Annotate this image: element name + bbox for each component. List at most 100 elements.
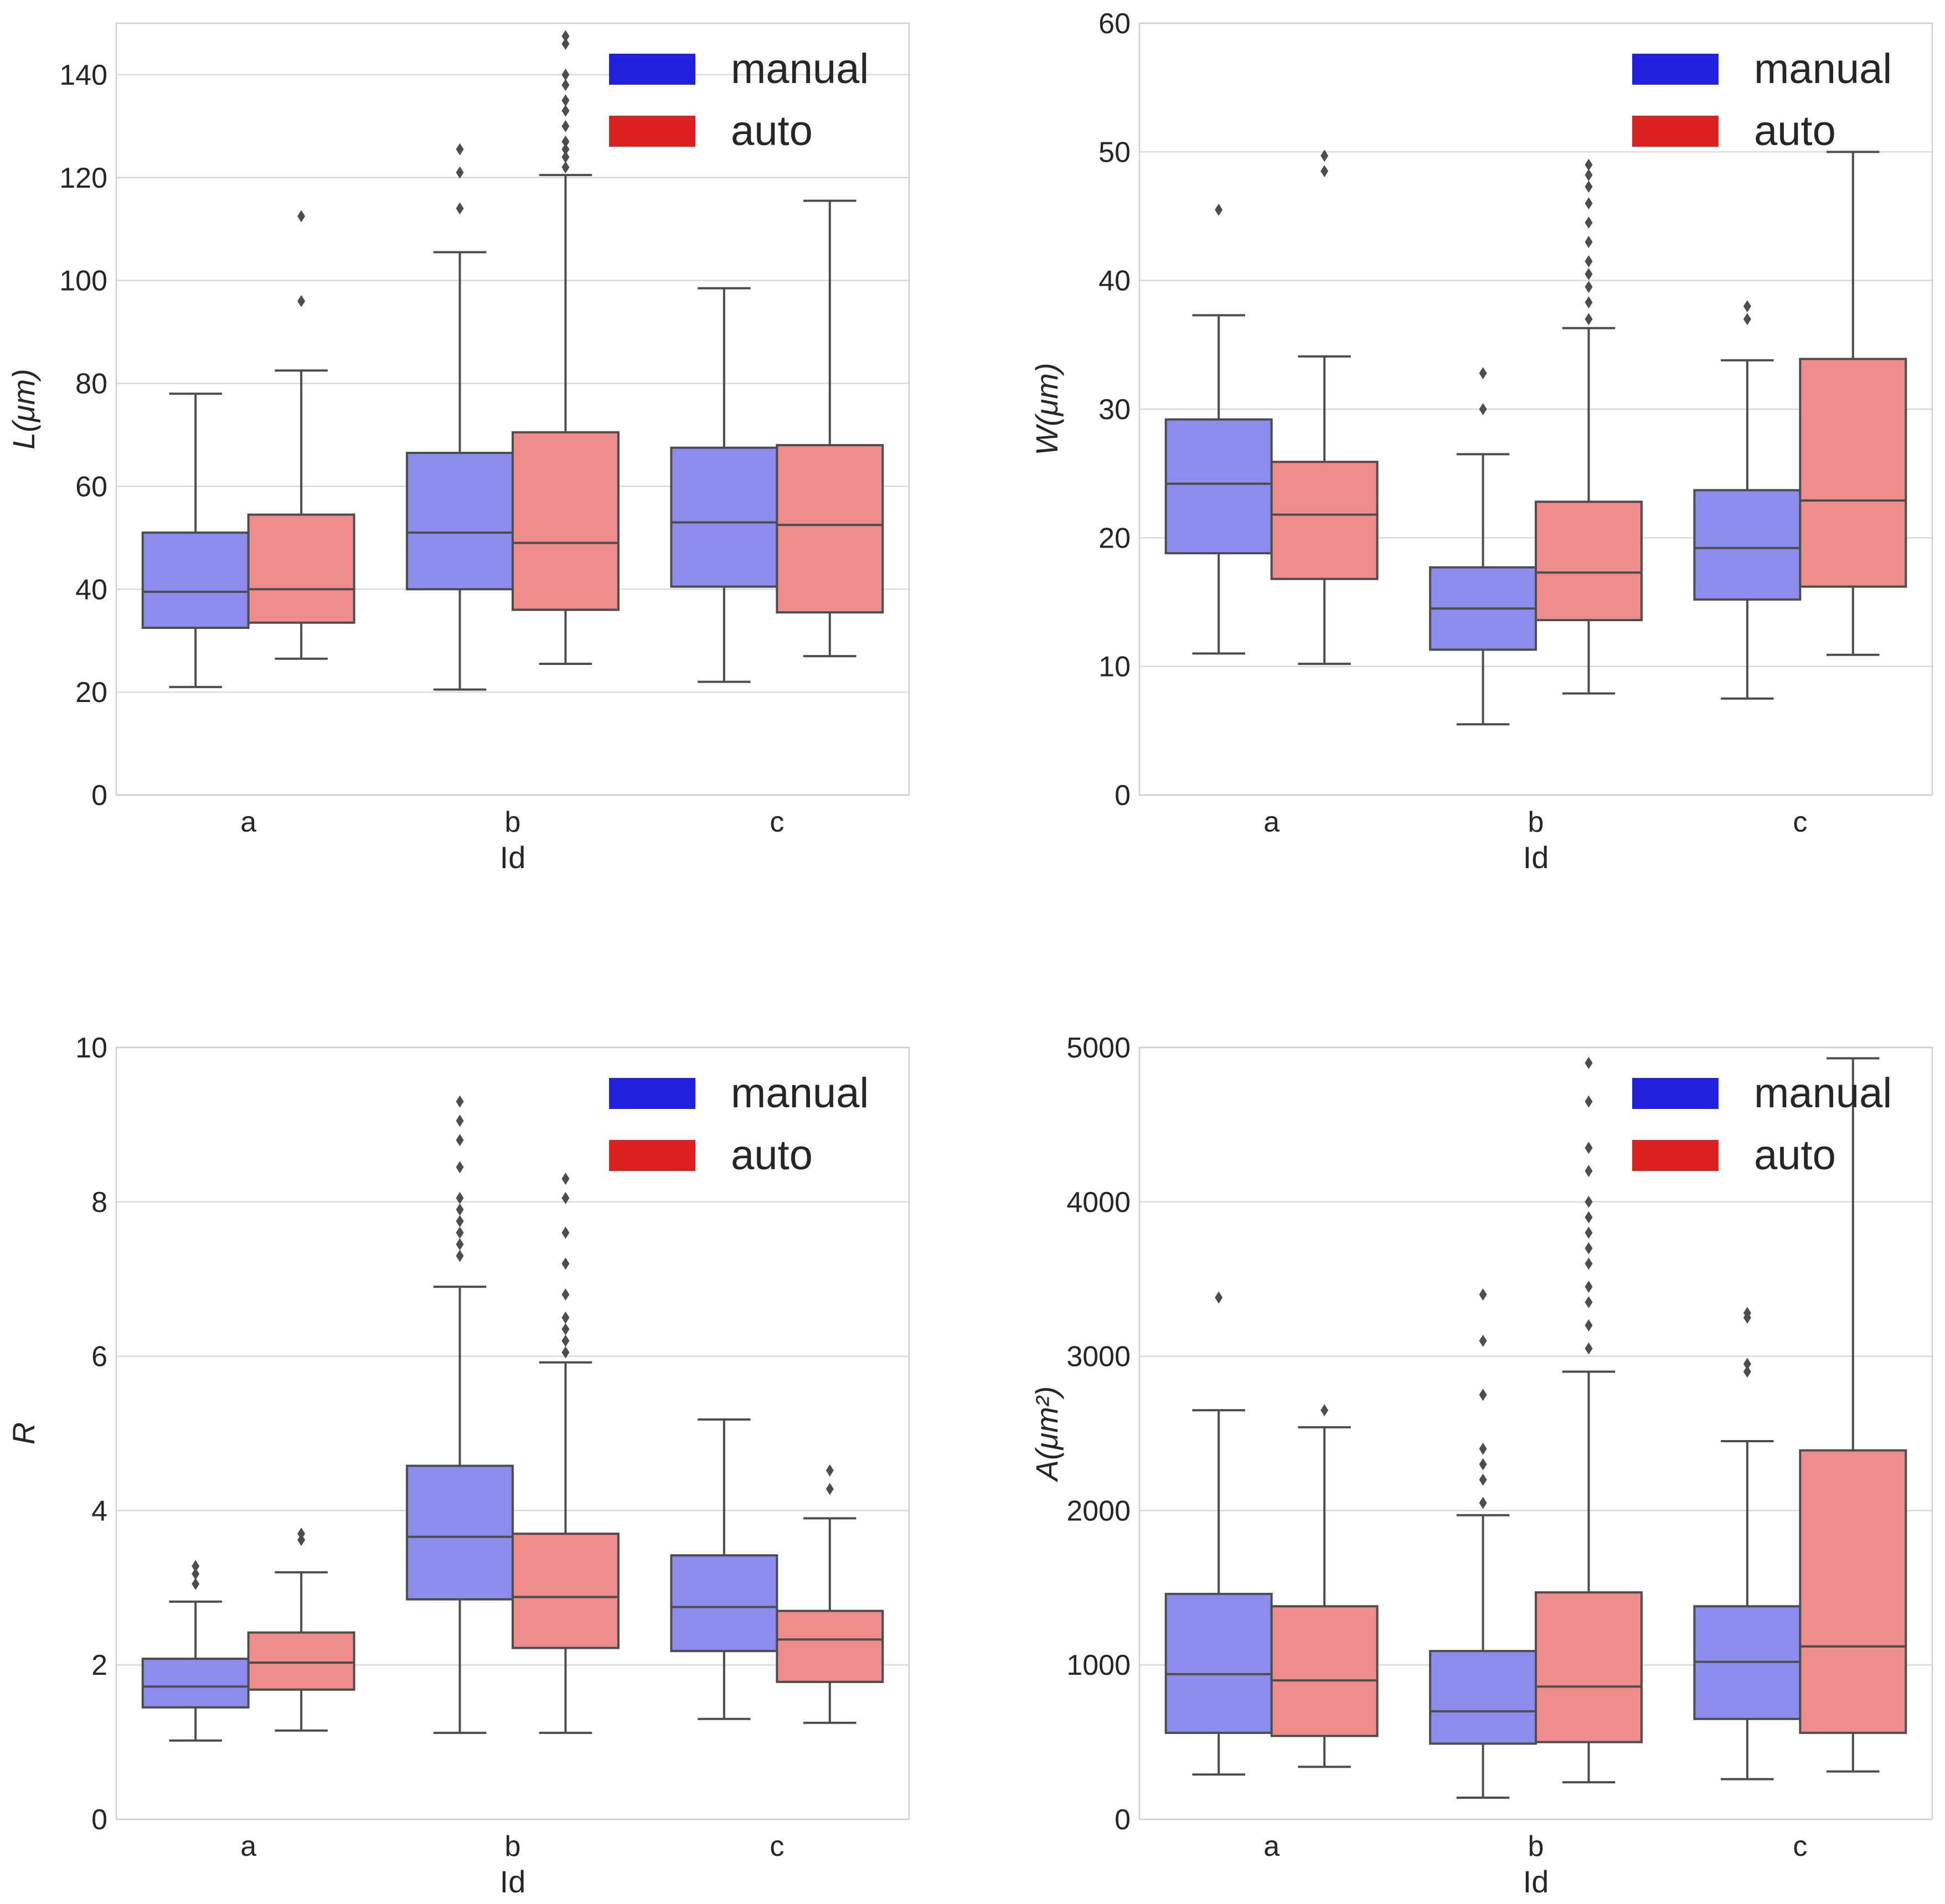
box-auto-b [512, 1172, 620, 1734]
plot-frame [1138, 22, 1933, 796]
outlier-point [1585, 1281, 1593, 1293]
chart-panel-1: 0 20 40 60 80 100 120 140 a b c Id L(μm) manual auto [6, 22, 910, 875]
legend-label-manual: manual [1754, 45, 1892, 92]
outlier-point [297, 295, 306, 307]
outlier-point [561, 1311, 570, 1324]
legend: manual auto [609, 1070, 869, 1179]
y-tick-label: 40 [1098, 265, 1131, 297]
outlier-point [1585, 313, 1593, 326]
iqr-box [1799, 358, 1907, 588]
box-manual-c [1693, 300, 1802, 700]
iqr-box [247, 513, 355, 624]
x-tick-label: a [240, 1830, 256, 1862]
outlier-point [1585, 235, 1593, 248]
iqr-box [1429, 1650, 1537, 1745]
legend: manual auto [1632, 1070, 1892, 1179]
plot-frame [1138, 1046, 1933, 1820]
legend-label-manual: manual [731, 45, 869, 92]
iqr-box [1164, 1592, 1273, 1734]
box-auto-c [776, 199, 884, 658]
legend-swatch-auto [609, 116, 695, 147]
outlier-point [1585, 197, 1593, 210]
x-axis-label: Id [1523, 840, 1549, 875]
outlier-point [1215, 203, 1223, 216]
outlier-point [1585, 1056, 1593, 1069]
outlier-point [1743, 313, 1751, 326]
chart-panel-2: 0 10 20 30 40 50 60 a b c Id W(μm) manual auto [1029, 8, 1933, 875]
y-tick-label: 1000 [1066, 1649, 1131, 1681]
box-auto-a [1270, 149, 1379, 665]
iqr-box [512, 1533, 620, 1649]
legend-swatch-auto [609, 1140, 695, 1171]
y-tick-label: 20 [75, 677, 107, 709]
iqr-box [1535, 1591, 1643, 1743]
outlier-point [1320, 149, 1329, 162]
box-auto-b [1535, 158, 1643, 695]
outlier-point [561, 1257, 570, 1270]
outlier-point [456, 1161, 464, 1174]
outlier-point [1585, 1165, 1593, 1178]
outlier-point [561, 1346, 570, 1359]
outlier-point [1585, 180, 1593, 193]
box-manual-b [406, 143, 514, 691]
iqr-box [141, 532, 250, 629]
outlier-point [456, 166, 464, 179]
outlier-point [826, 1464, 834, 1477]
iqr-box [247, 1631, 355, 1691]
outlier-point [561, 143, 570, 156]
outlier-point [561, 1323, 570, 1335]
box-auto-a [247, 210, 355, 660]
outlier-point [561, 161, 570, 174]
x-tick-label: b [505, 806, 521, 838]
outlier-point [561, 151, 570, 163]
box-auto-b [512, 30, 620, 665]
outlier-point [1743, 1365, 1751, 1378]
legend-swatch-auto [1632, 1140, 1719, 1171]
outlier-point [192, 1567, 200, 1580]
y-tick-label: 0 [1115, 1804, 1131, 1836]
legend-swatch-manual [1632, 54, 1719, 85]
x-tick-label: c [1793, 1830, 1807, 1862]
legend-label-auto: auto [1754, 1132, 1836, 1179]
y-tick-label: 2 [91, 1649, 107, 1681]
outlier-point [1585, 1095, 1593, 1108]
y-tick-label: 120 [59, 162, 107, 194]
outlier-point [1585, 169, 1593, 182]
box-manual-a [1164, 203, 1273, 655]
outlier-point [1215, 1291, 1223, 1304]
outlier-point [1479, 1473, 1487, 1486]
y-tick-label: 80 [75, 368, 107, 400]
y-tick-label: 10 [1098, 651, 1131, 683]
x-tick-label: b [1528, 806, 1544, 838]
y-tick-label: 6 [91, 1341, 107, 1373]
iqr-box [1535, 500, 1643, 622]
y-tick-label: 60 [1098, 8, 1131, 40]
legend-swatch-manual [1632, 1078, 1719, 1109]
outlier-point [456, 1203, 464, 1216]
box-manual-a [1164, 1291, 1273, 1776]
legend-label-auto: auto [731, 107, 813, 154]
outlier-point [456, 1095, 464, 1108]
y-axis-label: W(μm) [1029, 363, 1064, 455]
y-tick-label: 10 [75, 1032, 107, 1064]
outlier-point [297, 1534, 306, 1546]
iqr-box [670, 446, 778, 588]
outlier-point [456, 143, 464, 156]
y-axis-label: R [6, 1422, 41, 1444]
outlier-point [1585, 1226, 1593, 1239]
y-tick-label: 60 [75, 471, 107, 503]
outlier-point [561, 79, 570, 91]
outlier-point [561, 94, 570, 107]
box-manual-a [141, 393, 250, 688]
y-tick-label: 4 [91, 1495, 107, 1527]
x-tick-label: a [240, 806, 256, 838]
iqr-box [1693, 489, 1802, 601]
outlier-point [1585, 1195, 1593, 1208]
outlier-point [1743, 1307, 1751, 1319]
legend-label-auto: auto [731, 1132, 813, 1179]
box-manual-c [670, 1418, 778, 1720]
y-tick-label: 0 [91, 1804, 107, 1836]
outlier-point [561, 1172, 570, 1185]
x-tick-label: c [770, 806, 784, 838]
y-axis-label: A(μm²) [1029, 1386, 1064, 1483]
